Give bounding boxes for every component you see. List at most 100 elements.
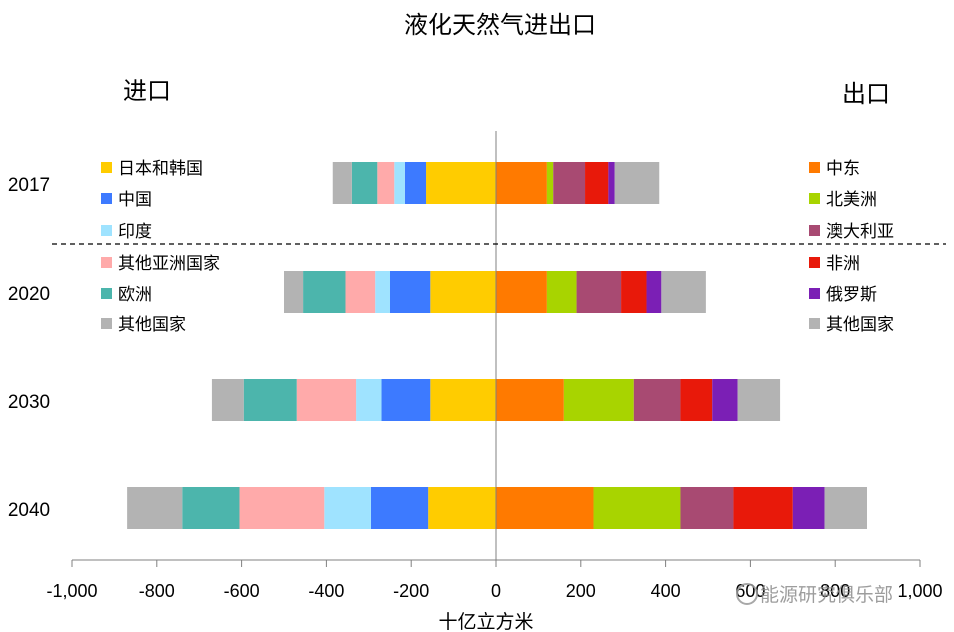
import-bar-2040-1	[370, 487, 429, 529]
import-bar-2017-0	[426, 162, 496, 204]
import-bar-2030-2	[356, 379, 382, 421]
export-legend-label: 俄罗斯	[826, 285, 877, 305]
x-tick-label: 800	[820, 581, 850, 601]
x-tick-label: 1,000	[897, 581, 942, 601]
import-bar-2017-1	[404, 162, 427, 204]
export-bar-2020-2	[576, 271, 622, 313]
import-legend-swatch	[101, 288, 112, 299]
export-bar-2017-0	[496, 162, 547, 204]
import-legend-label: 中国	[118, 190, 152, 210]
x-tick-label: -200	[393, 581, 429, 601]
export-bar-2030-4	[712, 379, 738, 421]
export-bar-2020-5	[661, 271, 706, 313]
watermark: 能源研究俱乐部	[736, 583, 893, 606]
import-legend-label: 其他亚洲国家	[118, 254, 220, 274]
export-bar-2040-1	[593, 487, 681, 529]
x-tick-label: -800	[139, 581, 175, 601]
export-bar-2040-0	[496, 487, 594, 529]
export-bar-2017-2	[553, 162, 586, 204]
export-legend-swatch	[809, 257, 820, 268]
import-bar-2020-1	[390, 271, 431, 313]
import-bar-2017-5	[332, 162, 352, 204]
x-axis-title: 十亿立方米	[438, 611, 533, 632]
import-legend-swatch	[101, 318, 112, 329]
x-tick-label: 200	[566, 581, 596, 601]
export-bar-2017-4	[608, 162, 615, 204]
export-bar-2017-5	[614, 162, 660, 204]
import-bar-2030-5	[211, 379, 244, 421]
x-tick-label: -1,000	[46, 581, 97, 601]
x-tick-label: 400	[651, 581, 681, 601]
import-bar-2020-5	[284, 271, 304, 313]
import-bar-2020-2	[375, 271, 390, 313]
x-tick-label: 600	[735, 581, 765, 601]
import-bar-2017-2	[394, 162, 405, 204]
import-legend-swatch	[101, 225, 112, 236]
import-bar-2040-5	[127, 487, 183, 529]
import-legend-label: 欧洲	[118, 285, 152, 305]
export-bar-2020-4	[646, 271, 662, 313]
import-bar-2017-4	[351, 162, 378, 204]
import-legend-swatch	[101, 162, 112, 173]
watermark-text: 能源研究俱乐部	[760, 584, 893, 606]
import-legend-swatch	[101, 257, 112, 268]
import-bar-2040-2	[324, 487, 371, 529]
export-bar-2020-1	[546, 271, 577, 313]
import-legend-swatch	[101, 193, 112, 204]
export-bar-2017-1	[546, 162, 554, 204]
import-bar-2020-3	[345, 271, 376, 313]
x-tick-label: -400	[308, 581, 344, 601]
chart-title: 液化天然气进出口	[404, 11, 596, 39]
export-legend-label: 中东	[826, 159, 860, 179]
x-axis: -1,000 -800 -600 -400 -200 0 200 400 600 800 1,000	[46, 559, 943, 601]
export-legend-label: 非洲	[826, 254, 860, 274]
x-tick-label: 0	[491, 581, 501, 601]
import-bar-2040-4	[182, 487, 240, 529]
export-legend-swatch	[809, 288, 820, 299]
export-bar-2030-5	[737, 379, 781, 421]
export-bar-2030-0	[496, 379, 564, 421]
import-bar-2030-3	[296, 379, 357, 421]
export-bar-2040-3	[733, 487, 793, 529]
import-bar-2030-4	[243, 379, 297, 421]
import-legend-label: 其他国家	[118, 315, 186, 335]
import-bar-2020-0	[430, 271, 496, 313]
year-labels: 2017 2020 2030 2040	[8, 175, 50, 521]
year-label-2017: 2017	[8, 175, 50, 196]
export-legend-label: 澳大利亚	[826, 222, 894, 242]
import-bar-2020-4	[303, 271, 346, 313]
export-legend-swatch	[809, 162, 820, 173]
export-legend-label: 其他国家	[826, 315, 894, 335]
imports-label: 进口	[123, 77, 171, 105]
bars-layer	[127, 162, 867, 529]
export-bar-2020-0	[496, 271, 547, 313]
export-bar-2040-4	[792, 487, 825, 529]
export-bar-2020-3	[621, 271, 647, 313]
export-bar-2017-3	[585, 162, 609, 204]
export-legend-swatch	[809, 193, 820, 204]
export-bar-2030-2	[633, 379, 681, 421]
import-bar-2040-3	[239, 487, 325, 529]
import-bar-2030-1	[381, 379, 431, 421]
import-legend-label: 印度	[118, 222, 152, 242]
year-label-2020: 2020	[8, 284, 50, 305]
x-tick-label: -600	[224, 581, 260, 601]
year-label-2030: 2030	[8, 392, 50, 413]
year-label-2040: 2040	[8, 500, 50, 521]
export-bar-2040-5	[824, 487, 867, 529]
export-bar-2030-1	[563, 379, 634, 421]
export-legend-swatch	[809, 318, 820, 329]
import-bar-2017-3	[377, 162, 395, 204]
wechat-icon	[736, 583, 758, 605]
export-legend-label: 北美洲	[826, 190, 877, 210]
import-bar-2040-0	[428, 487, 496, 529]
export-bar-2040-2	[680, 487, 734, 529]
export-bar-2030-3	[680, 379, 713, 421]
export-legend-swatch	[809, 225, 820, 236]
exports-label: 出口	[842, 80, 890, 108]
import-legend-label: 日本和韩国	[118, 159, 203, 179]
import-bar-2030-0	[430, 379, 496, 421]
